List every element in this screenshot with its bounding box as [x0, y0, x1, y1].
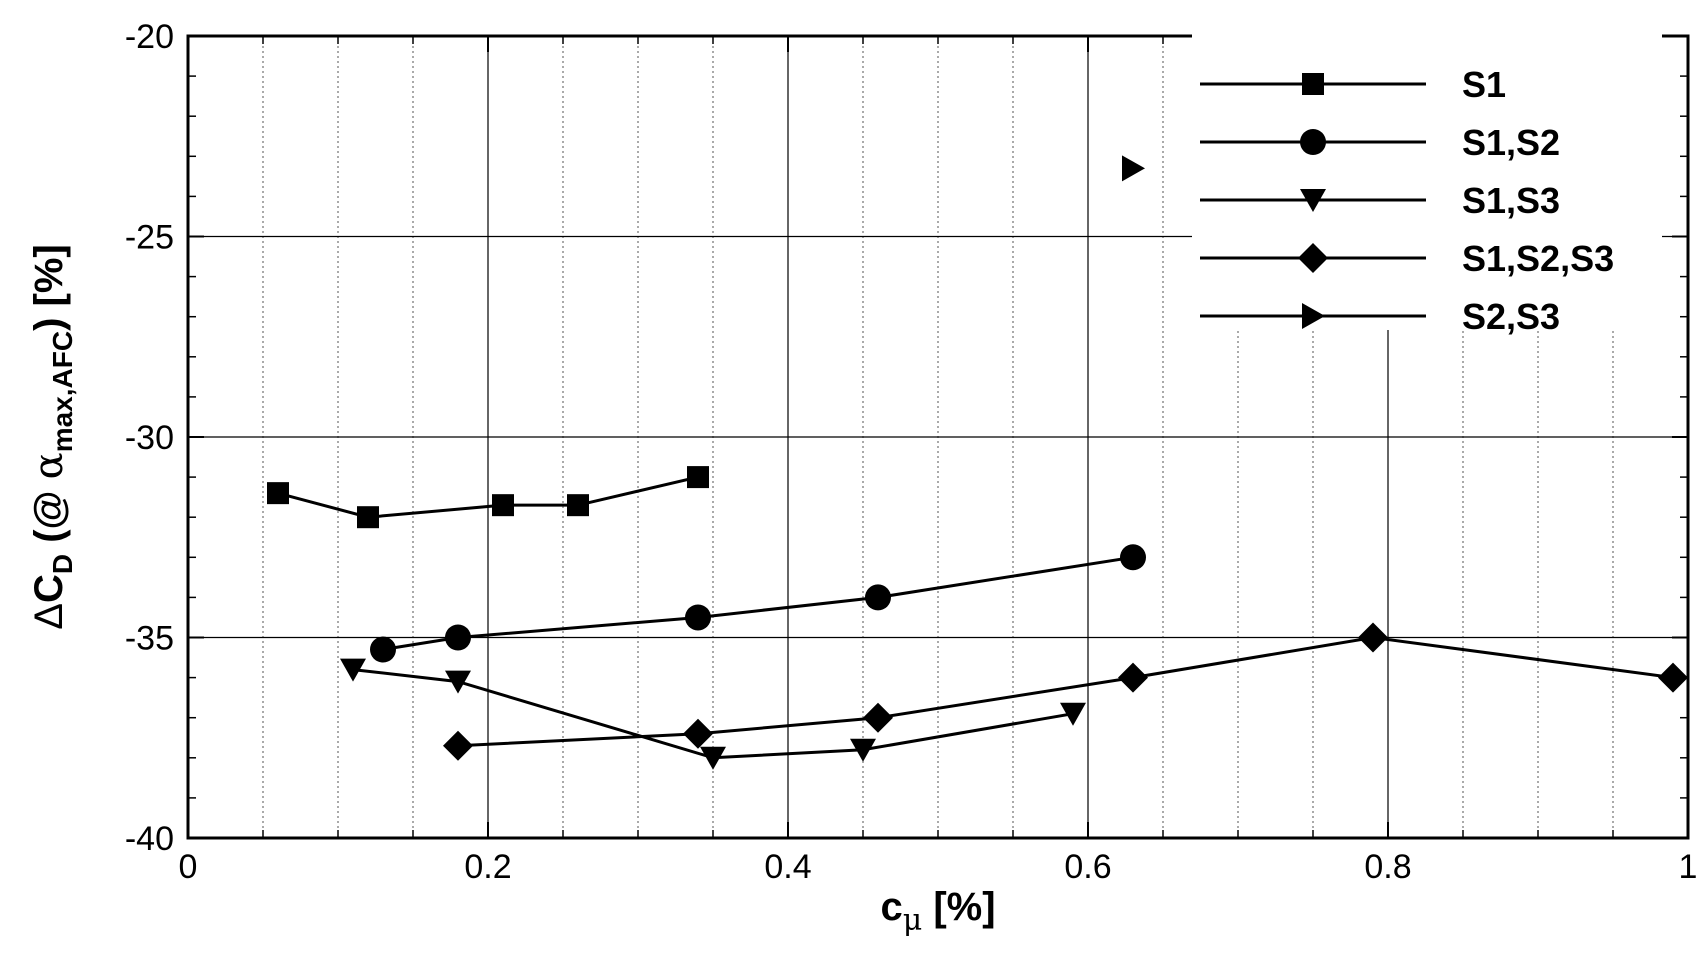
- legend-marker-2: [1300, 189, 1326, 212]
- data-point-3-1: [683, 718, 713, 749]
- data-point-2-4: [1060, 702, 1086, 726]
- data-point-0-2: [492, 494, 514, 517]
- data-point-3-3: [1118, 662, 1148, 693]
- y-tick-label-1: -35: [125, 620, 174, 658]
- data-point-2-1: [445, 670, 471, 694]
- series-s1: [267, 466, 709, 529]
- data-point-1-3: [865, 584, 891, 611]
- legend-marker-3: [1298, 243, 1328, 273]
- x-tick-label-2: 0.4: [764, 848, 811, 886]
- legend-marker-4: [1302, 303, 1325, 329]
- data-point-3-0: [443, 730, 473, 761]
- series-line-3: [457, 635, 1674, 748]
- x-axis-title: cμ [%]: [880, 885, 995, 938]
- y-axis-title-alpha: α: [26, 452, 72, 479]
- data-point-3-5: [1658, 662, 1688, 693]
- data-point-0-3: [567, 494, 589, 517]
- series-s2-s3: [1122, 155, 1145, 182]
- legend-label-3: S1,S2,S3: [1462, 238, 1614, 279]
- y-axis-title-main: C: [27, 574, 71, 603]
- data-point-2-3: [850, 738, 876, 762]
- y-tick-label-3: -25: [125, 219, 174, 257]
- legend-label-1: S1,S2: [1462, 122, 1560, 163]
- data-point-1-1: [445, 624, 471, 651]
- legend-marker-0: [1302, 73, 1324, 95]
- y-axis-title-alpha-sub: max,AFC: [47, 331, 78, 452]
- legend-backdrop: [1192, 32, 1662, 330]
- x-axis-title-sub: μ: [903, 903, 923, 938]
- series-s1-s3: [340, 658, 1086, 770]
- series-s1-s2-s3: [443, 622, 1688, 761]
- data-point-0-4: [687, 466, 709, 489]
- data-point-2-0: [340, 658, 366, 682]
- x-tick-label-4: 0.8: [1364, 848, 1411, 886]
- axis-ticks: 0 0.2 0.4 0.6 0.8 1 -40 -35 -30 -25 -20: [125, 18, 1698, 886]
- data-point-2-2: [700, 746, 726, 770]
- y-tick-label-4: -20: [125, 18, 174, 56]
- y-axis-title: ΔCD (@ αmax,AFC) [%]: [26, 244, 78, 629]
- data-point-1-4: [1120, 544, 1146, 571]
- data-point-3-4: [1358, 622, 1388, 653]
- series-s1-s2: [370, 544, 1146, 663]
- data-point-4-0: [1122, 155, 1145, 182]
- data-point-0-1: [357, 506, 379, 529]
- legend-label-2: S1,S3: [1462, 180, 1560, 221]
- legend-marker-1: [1300, 129, 1326, 155]
- data-point-0-0: [267, 482, 289, 505]
- legend: S1 S1,S2 S1,S3 S1,S2,S3 S2,S3: [1192, 32, 1662, 337]
- x-tick-label-5: 1: [1679, 848, 1698, 886]
- data-point-1-0: [370, 636, 396, 663]
- y-axis-title-open: (@: [27, 479, 71, 554]
- x-axis-title-main: c: [880, 885, 902, 929]
- data-point-1-2: [685, 604, 711, 631]
- x-tick-label-0: 0: [179, 848, 198, 886]
- series-group: [267, 155, 1688, 770]
- legend-label-0: S1: [1462, 64, 1506, 105]
- y-axis-title-sub: D: [47, 554, 78, 574]
- y-axis-title-close: ) [%]: [27, 244, 71, 331]
- y-tick-label-0: -40: [125, 820, 174, 858]
- x-tick-label-1: 0.2: [464, 848, 511, 886]
- x-tick-label-3: 0.6: [1064, 848, 1111, 886]
- legend-label-4: S2,S3: [1462, 296, 1560, 337]
- y-tick-label-2: -30: [125, 419, 174, 457]
- y-axis-title-delta: Δ: [27, 603, 71, 630]
- data-point-3-2: [863, 702, 893, 733]
- x-axis-title-unit: [%]: [922, 885, 995, 929]
